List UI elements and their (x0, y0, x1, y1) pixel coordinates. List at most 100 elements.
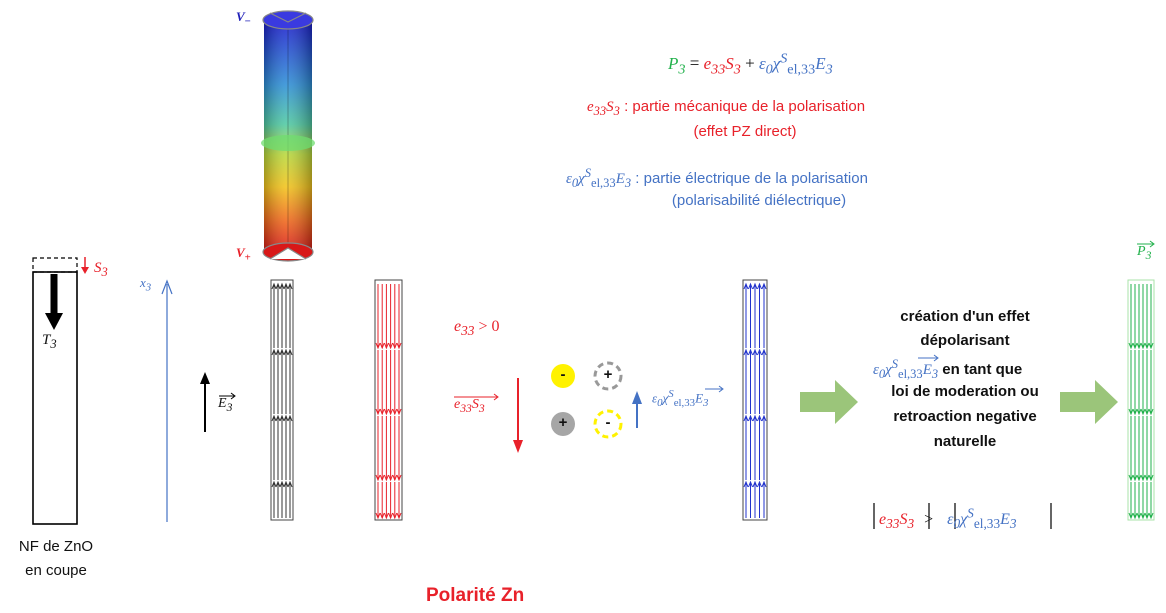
nf-caption-line1: NF de ZnO (18, 538, 94, 555)
depolar-line5: retroaction negative (893, 408, 1037, 425)
field-arrow-head (752, 414, 758, 422)
field-arrow-head (279, 414, 285, 422)
field-arrow-head (383, 474, 389, 482)
field-arrow-head (287, 348, 293, 356)
e33s3-vector-label: e33S3 (454, 397, 485, 415)
field-arrow-head (761, 348, 767, 356)
x3-axis-arrow (161, 279, 173, 522)
wire-red-column (374, 279, 403, 521)
field-arrow-head (271, 348, 277, 356)
depolar-line6: naturelle (933, 433, 997, 450)
field-arrow-head (396, 408, 402, 416)
depolarizing-field-label: ε0χSel,33E3 (652, 388, 709, 409)
field-arrow-head (392, 474, 398, 482)
charge-minus-dashed (593, 409, 623, 439)
field-arrow-head (1136, 342, 1142, 350)
field-arrow-head (287, 414, 293, 422)
field-arrow-head (757, 480, 762, 488)
field-arrow-head (1148, 474, 1154, 482)
field-arrow-head (1148, 512, 1154, 520)
charge-plus-text-2: + (558, 414, 568, 431)
field-arrow-head (743, 480, 749, 488)
charge-plus-dashed (593, 361, 623, 391)
field-arrow-head (1136, 474, 1142, 482)
field-arrow-head (1140, 512, 1146, 520)
field-arrow-head (375, 474, 381, 482)
polarization-red-arrow (513, 378, 523, 453)
mechanical-part-line: e33S3 : partie mécanique de la polarisat… (587, 98, 866, 118)
inequality: e33S3 > ε0χSel,33E3 (879, 506, 1017, 532)
field-arrow-head (743, 282, 749, 290)
nanowire-cross-section (32, 257, 89, 525)
s3-label: S3 (94, 260, 108, 279)
field-arrow-head (379, 408, 385, 416)
field-arrow-head (1144, 512, 1150, 520)
field-arrow-head (283, 414, 289, 422)
charge-minus-text-2: - (605, 414, 611, 431)
wire-green-column (1127, 279, 1155, 521)
field-arrow-head (748, 282, 753, 290)
field-arrow-head (757, 348, 762, 356)
field-arrow-head (275, 348, 281, 356)
field-arrow-head (388, 512, 394, 520)
field-arrow-head (379, 342, 385, 350)
field-arrow-head (1132, 474, 1138, 482)
field-arrow-head (287, 282, 293, 290)
charge-plus-text: + (603, 366, 613, 383)
field-arrow-head (748, 348, 753, 356)
field-arrow-head (283, 282, 289, 290)
field-arrow-head (279, 282, 285, 290)
field-arrow-head (271, 414, 277, 422)
strain-dashed-box (32, 257, 78, 273)
field-arrow-head (1144, 342, 1150, 350)
field-arrow-head (1140, 342, 1146, 350)
field-arrow-head (392, 342, 398, 350)
field-arrow-head (1128, 512, 1134, 520)
field-arrow-head (757, 282, 762, 290)
depolar-line1: création d'un effet (900, 308, 1030, 325)
field-arrow-head (379, 512, 385, 520)
field-arrow-head (1136, 408, 1142, 416)
polarity-title: Polarité Zn (426, 585, 525, 606)
field-arrow-head (388, 342, 394, 350)
field-arrow-head (1148, 408, 1154, 416)
field-arrow-head (1148, 342, 1154, 350)
charges-group (551, 361, 623, 439)
field-arrow-head (283, 480, 289, 488)
v-minus-label: V− (236, 9, 251, 28)
field-arrow-head (383, 408, 389, 416)
field-arrow-head (279, 480, 285, 488)
t3-label: T3 (42, 332, 57, 351)
field-arrow-head (375, 408, 381, 416)
field-arrow-head (1128, 474, 1134, 482)
field-arrow-head (275, 414, 281, 422)
field-arrow-head (396, 342, 402, 350)
field-arrow-head (392, 408, 398, 416)
green-arrow-2 (1060, 380, 1118, 424)
field-arrow-head (748, 414, 753, 422)
field-arrow-head (743, 348, 749, 356)
field-arrow-head (383, 342, 389, 350)
charge-minus-solid (551, 364, 575, 388)
field-arrow-head (396, 474, 402, 482)
abs-bars (873, 503, 1052, 529)
field-arrow-head (396, 512, 402, 520)
p3-vector-label: P3 (1137, 244, 1152, 262)
field-arrow-head (275, 480, 281, 488)
field-arrow-head (392, 512, 398, 520)
field-arrow-head (743, 414, 749, 422)
field-arrow-head (1132, 408, 1138, 416)
field-arrow-head (752, 480, 758, 488)
field-arrow-head (275, 282, 281, 290)
nf-caption-line2: en coupe (25, 562, 87, 579)
field-arrow-head (279, 348, 285, 356)
field-arrow-head (383, 512, 389, 520)
field-arrow-head (388, 474, 394, 482)
electrical-part-line: ε0χSel,33E3 : partie électrique de la po… (566, 166, 868, 190)
polarization-equation: P3 = e33S3 + ε0χSel,33E3 (668, 50, 833, 78)
e3-vector-label: E3 (218, 396, 233, 414)
e33-positive-label: e33 > 0 (454, 318, 500, 339)
field-arrow-head (761, 480, 767, 488)
field-arrow-head (1140, 474, 1146, 482)
